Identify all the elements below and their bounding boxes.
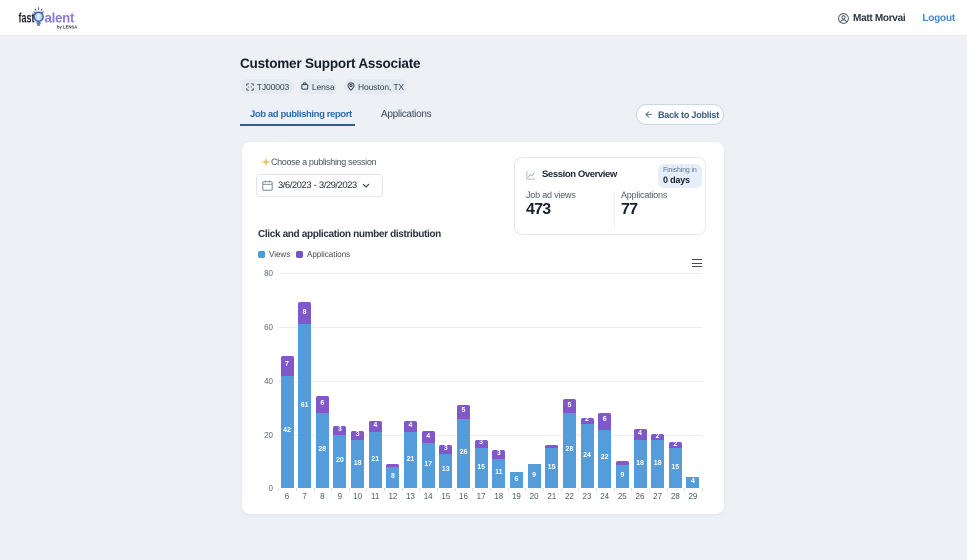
svg-text:alent: alent xyxy=(45,10,75,25)
svg-text:t: t xyxy=(37,12,41,23)
svg-text:fast: fast xyxy=(19,11,35,26)
svg-text:by LENSA: by LENSA xyxy=(57,25,77,30)
